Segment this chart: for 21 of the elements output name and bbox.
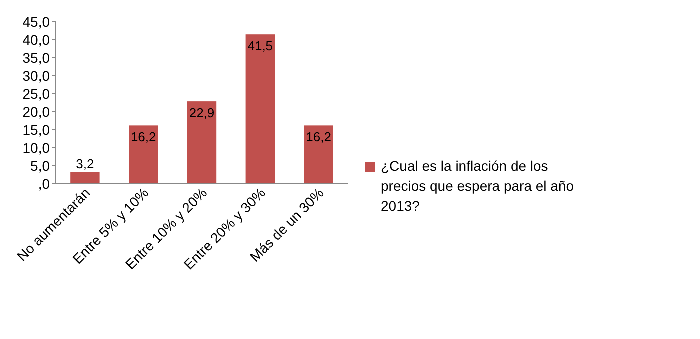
bar <box>70 172 100 184</box>
y-tick-label: 10,0 <box>22 140 50 156</box>
data-label: 16,2 <box>130 130 156 145</box>
data-label: 3,2 <box>76 156 94 172</box>
legend-label: ¿Cual es la inflación de los precios que espera para el año 2013? <box>381 158 574 214</box>
bar <box>304 126 334 184</box>
y-tick-label: 5,0 <box>30 158 50 174</box>
y-tick-label: 25,0 <box>22 86 50 102</box>
y-tick-label: 45,0 <box>22 14 50 30</box>
data-label: 41,5 <box>248 38 274 54</box>
data-label: 22,9 <box>189 106 215 121</box>
data-label: 16,2 <box>306 130 332 145</box>
bar <box>187 102 217 184</box>
bar <box>129 126 158 184</box>
y-tick-label: 40,0 <box>22 32 50 48</box>
y-tick-label: 30,0 <box>22 68 50 84</box>
bar <box>246 34 275 184</box>
y-tick-label: 15,0 <box>22 122 50 138</box>
y-tick-label: 20,0 <box>22 104 50 120</box>
y-tick-label: ,0 <box>38 176 50 192</box>
y-tick-label: 35,0 <box>22 50 50 66</box>
